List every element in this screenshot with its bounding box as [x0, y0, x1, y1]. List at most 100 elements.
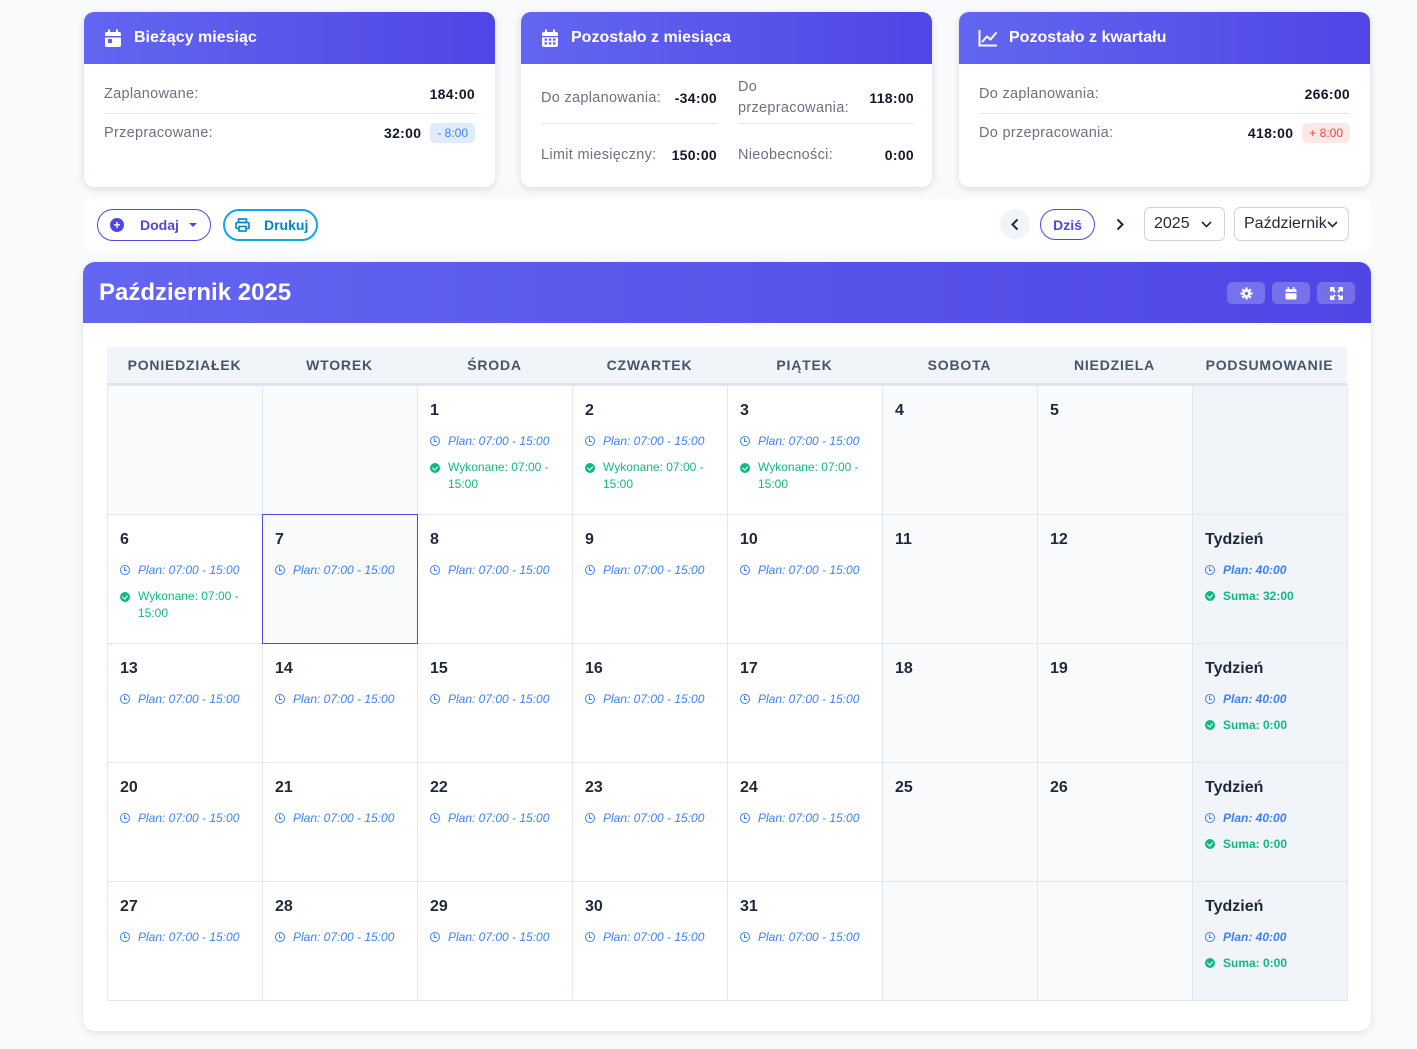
- day-number: 28: [275, 898, 293, 915]
- day-cell[interactable]: 29 Plan: 07:00 - 15:00: [417, 881, 573, 1001]
- plan-entry[interactable]: Plan: 07:00 - 15:00: [740, 692, 870, 706]
- day-cell[interactable]: 1 Plan: 07:00 - 15:00 Wykonane: 07:00 - 15…: [417, 385, 573, 515]
- plan-entry[interactable]: Plan: 07:00 - 15:00: [430, 930, 560, 944]
- day-cell[interactable]: 21 Plan: 07:00 - 15:00: [262, 762, 418, 882]
- day-cell[interactable]: 17 Plan: 07:00 - 15:00: [727, 643, 883, 763]
- clock-icon: [1205, 932, 1215, 942]
- prev-month-button[interactable]: [1000, 209, 1030, 239]
- plan-text: Plan: 07:00 - 15:00: [293, 811, 395, 825]
- plan-entry[interactable]: Plan: 07:00 - 15:00: [275, 930, 405, 944]
- week-plan-text: Plan: 40:00: [1223, 563, 1287, 577]
- gear-icon: [1240, 287, 1253, 300]
- plan-entry[interactable]: Plan: 07:00 - 15:00: [585, 811, 715, 825]
- day-cell[interactable]: 14 Plan: 07:00 - 15:00: [262, 643, 418, 763]
- completed-entry[interactable]: Wykonane: 07:00 - 15:00: [120, 588, 250, 622]
- day-cell[interactable]: 3 Plan: 07:00 - 15:00 Wykonane: 07:00 - 15…: [727, 385, 883, 515]
- day-cell[interactable]: 25: [882, 762, 1038, 882]
- day-cell[interactable]: 9 Plan: 07:00 - 15:00: [572, 514, 728, 644]
- plan-entry[interactable]: Plan: 07:00 - 15:00: [275, 811, 405, 825]
- week-plan: Plan: 40:00: [1205, 692, 1335, 706]
- plan-entry[interactable]: Plan: 07:00 - 15:00: [740, 563, 870, 577]
- day-number: 19: [1050, 660, 1068, 677]
- day-cell[interactable]: 15 Plan: 07:00 - 15:00: [417, 643, 573, 763]
- completed-entry[interactable]: Wykonane: 07:00 - 15:00: [430, 459, 560, 493]
- plan-entry[interactable]: Plan: 07:00 - 15:00: [430, 811, 560, 825]
- plan-entry[interactable]: Plan: 07:00 - 15:00: [120, 811, 250, 825]
- day-number: 6: [120, 531, 129, 548]
- print-button[interactable]: Drukuj: [223, 209, 318, 241]
- today-day-cell[interactable]: 7 Plan: 07:00 - 15:00: [262, 514, 418, 644]
- clock-icon: [275, 932, 285, 942]
- current-month-card: Bieżący miesiąc Zaplanowane: 184:00 Prze…: [84, 12, 495, 187]
- year-select-value: 2025: [1154, 215, 1190, 232]
- week-summary-title: Tydzień: [1205, 660, 1264, 677]
- month-select[interactable]: Październik: [1234, 207, 1349, 241]
- check-circle-icon: [1205, 958, 1215, 968]
- calendar-view-button[interactable]: [1272, 282, 1310, 304]
- plan-text: Plan: 07:00 - 15:00: [138, 692, 240, 706]
- add-dropdown-button[interactable]: + Dodaj: [97, 209, 211, 241]
- settings-button[interactable]: [1227, 282, 1265, 304]
- toolbar: + Dodaj Drukuj Dziś 2025 Październik: [83, 199, 1371, 250]
- day-cell[interactable]: 2 Plan: 07:00 - 15:00 Wykonane: 07:00 - 15…: [572, 385, 728, 515]
- plan-entry[interactable]: Plan: 07:00 - 15:00: [275, 563, 405, 577]
- plan-entry[interactable]: Plan: 07:00 - 15:00: [430, 434, 560, 448]
- day-cell[interactable]: 31 Plan: 07:00 - 15:00: [727, 881, 883, 1001]
- plan-entry[interactable]: Plan: 07:00 - 15:00: [740, 434, 870, 448]
- card-header: Pozostało z kwartału: [959, 12, 1370, 64]
- completed-text: Wykonane: 07:00 - 15:00: [603, 460, 704, 491]
- day-cell[interactable]: 24 Plan: 07:00 - 15:00: [727, 762, 883, 882]
- plan-entry[interactable]: Plan: 07:00 - 15:00: [120, 930, 250, 944]
- next-month-button[interactable]: [1105, 209, 1135, 239]
- plan-entry[interactable]: Plan: 07:00 - 15:00: [585, 434, 715, 448]
- remaining-quarter-card: Pozostało z kwartału Do zaplanowania: 26…: [959, 12, 1370, 187]
- plan-entry[interactable]: Plan: 07:00 - 15:00: [120, 692, 250, 706]
- day-cell[interactable]: 11: [882, 514, 1038, 644]
- day-cell[interactable]: 6 Plan: 07:00 - 15:00 Wykonane: 07:00 - 15…: [107, 514, 263, 644]
- day-cell[interactable]: 20 Plan: 07:00 - 15:00: [107, 762, 263, 882]
- day-cell[interactable]: 12: [1037, 514, 1193, 644]
- day-cell[interactable]: 18: [882, 643, 1038, 763]
- fullscreen-button[interactable]: [1317, 282, 1355, 304]
- day-number: 14: [275, 660, 293, 677]
- day-cell[interactable]: 27 Plan: 07:00 - 15:00: [107, 881, 263, 1001]
- week-sum: Suma: 0:00: [1205, 837, 1335, 851]
- plan-entry[interactable]: Plan: 07:00 - 15:00: [430, 563, 560, 577]
- day-cell[interactable]: 10 Plan: 07:00 - 15:00: [727, 514, 883, 644]
- completed-entry[interactable]: Wykonane: 07:00 - 15:00: [585, 459, 715, 493]
- week-summary-cell: Tydzień Plan: 40:00 Suma: 0:00: [1192, 881, 1348, 1001]
- day-cell[interactable]: 23 Plan: 07:00 - 15:00: [572, 762, 728, 882]
- chart-line-icon: [978, 28, 998, 48]
- year-select[interactable]: 2025: [1144, 207, 1225, 241]
- day-cell[interactable]: 19: [1037, 643, 1193, 763]
- day-cell[interactable]: 22 Plan: 07:00 - 15:00: [417, 762, 573, 882]
- plus-circle-icon: +: [110, 218, 124, 232]
- day-cell[interactable]: 16 Plan: 07:00 - 15:00: [572, 643, 728, 763]
- day-cell[interactable]: 8 Plan: 07:00 - 15:00: [417, 514, 573, 644]
- plan-entry[interactable]: Plan: 07:00 - 15:00: [585, 692, 715, 706]
- to-work-cell: Do przepracowania: 118:00: [738, 72, 914, 124]
- plan-entry[interactable]: Plan: 07:00 - 15:00: [430, 692, 560, 706]
- plan-entry[interactable]: Plan: 07:00 - 15:00: [740, 811, 870, 825]
- plan-entry[interactable]: Plan: 07:00 - 15:00: [275, 692, 405, 706]
- empty-day-cell: [1037, 881, 1193, 1001]
- day-cell[interactable]: 26: [1037, 762, 1193, 882]
- day-cell[interactable]: 30 Plan: 07:00 - 15:00: [572, 881, 728, 1001]
- clock-icon: [1205, 565, 1215, 575]
- today-button[interactable]: Dziś: [1040, 209, 1095, 240]
- plan-entry[interactable]: Plan: 07:00 - 15:00: [120, 563, 250, 577]
- plan-entry[interactable]: Plan: 07:00 - 15:00: [740, 930, 870, 944]
- to-plan-value: -34:00: [674, 89, 717, 106]
- day-cell[interactable]: 13 Plan: 07:00 - 15:00: [107, 643, 263, 763]
- planned-value: 184:00: [429, 85, 475, 102]
- day-cell[interactable]: 5: [1037, 385, 1193, 515]
- plan-entry[interactable]: Plan: 07:00 - 15:00: [585, 563, 715, 577]
- limit-value: 150:00: [671, 147, 717, 163]
- day-cell[interactable]: 4: [882, 385, 1038, 515]
- plan-entry[interactable]: Plan: 07:00 - 15:00: [585, 930, 715, 944]
- card-title: Bieżący miesiąc: [134, 29, 257, 46]
- completed-entry[interactable]: Wykonane: 07:00 - 15:00: [740, 459, 870, 493]
- clock-icon: [585, 436, 595, 446]
- day-cell[interactable]: 28 Plan: 07:00 - 15:00: [262, 881, 418, 1001]
- plan-text: Plan: 07:00 - 15:00: [758, 930, 860, 944]
